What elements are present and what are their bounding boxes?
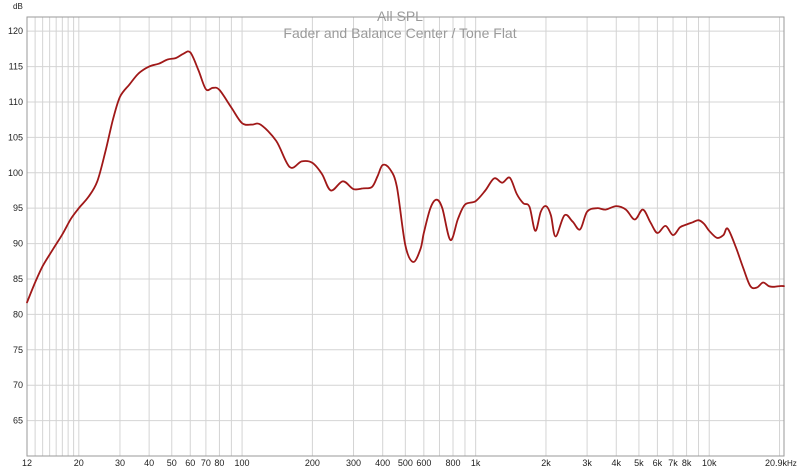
x-tick-label: 12 xyxy=(22,458,32,468)
x-tick-label: 60 xyxy=(185,458,195,468)
x-tick-label: 6k xyxy=(653,458,663,468)
x-tick-label: 4k xyxy=(612,458,622,468)
x-tick-label: 20 xyxy=(74,458,84,468)
series-layer xyxy=(26,50,785,304)
x-tick-label: 70 xyxy=(201,458,211,468)
x-tick-label: 200 xyxy=(305,458,320,468)
x-tick-label: 80 xyxy=(214,458,224,468)
x-tick-label: 400 xyxy=(375,458,390,468)
y-tick-label: 85 xyxy=(13,274,23,284)
x-tick-label: 1k xyxy=(471,458,481,468)
y-tick-label: 65 xyxy=(13,416,23,426)
x-tick-label: 2k xyxy=(541,458,551,468)
y-tick-label: 75 xyxy=(13,345,23,355)
y-tick-label: 90 xyxy=(13,239,23,249)
y-tick-label: 70 xyxy=(13,380,23,390)
x-tick-label: 30 xyxy=(115,458,125,468)
chart-title: All SPL xyxy=(377,8,423,24)
x-tick-label: 20.9k xyxy=(765,458,788,468)
axis-layer: 65 70 75 80 85 90 95 100 105 110 115 120 12 20 30 40 50 6… xyxy=(8,26,788,468)
x-tick-label: 8k xyxy=(682,458,692,468)
x-tick-label: 5k xyxy=(634,458,644,468)
x-tick-label: 3k xyxy=(582,458,592,468)
x-tick-label: 7k xyxy=(668,458,678,468)
y-tick-label: 100 xyxy=(8,168,23,178)
y-axis-label: dB xyxy=(13,2,23,11)
y-tick-label: 105 xyxy=(8,132,23,142)
x-tick-label: 800 xyxy=(445,458,460,468)
y-tick-label: 110 xyxy=(9,97,23,107)
spl-series-line xyxy=(26,50,785,304)
y-tick-label: 95 xyxy=(13,203,23,213)
x-tick-label: 500 xyxy=(398,458,413,468)
grid-layer xyxy=(26,17,784,456)
x-axis-unit: Hz xyxy=(787,459,797,468)
x-tick-label: 600 xyxy=(416,458,431,468)
plot-frame xyxy=(26,16,785,457)
x-tick-label: 300 xyxy=(346,458,361,468)
x-tick-label: 100 xyxy=(235,458,250,468)
y-tick-label: 80 xyxy=(13,309,23,319)
y-tick-label: 120 xyxy=(8,26,23,36)
x-tick-label: 40 xyxy=(144,458,154,468)
y-tick-label: 115 xyxy=(9,62,23,72)
chart-subtitle: Fader and Balance Center / Tone Flat xyxy=(283,25,516,41)
x-tick-label: 50 xyxy=(167,458,177,468)
x-tick-label: 10k xyxy=(702,458,717,468)
